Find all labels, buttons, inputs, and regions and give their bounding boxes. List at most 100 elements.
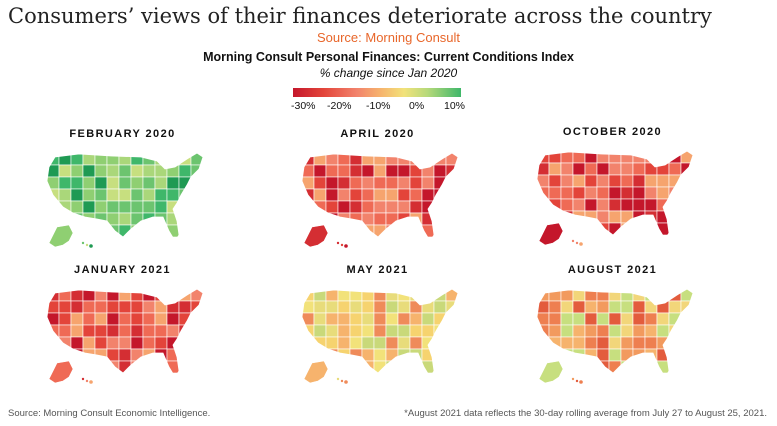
state-region	[178, 312, 192, 326]
state-region	[433, 360, 447, 374]
state-region	[560, 312, 574, 326]
alaska-region	[48, 224, 74, 248]
state-region	[584, 198, 598, 212]
state-region	[421, 300, 435, 314]
state-region	[154, 224, 168, 238]
state-region	[190, 188, 203, 202]
state-region	[361, 200, 375, 214]
state-region	[373, 324, 387, 338]
state-region	[337, 348, 351, 362]
state-region	[680, 222, 693, 236]
state-region	[118, 153, 132, 166]
map-panel: FEBRUARY 2020	[35, 128, 210, 253]
hawaii-island	[85, 243, 89, 247]
state-region	[445, 348, 458, 362]
state-region	[178, 348, 192, 362]
state-region	[385, 360, 399, 374]
hawaii-island	[575, 241, 579, 245]
state-region	[94, 224, 108, 238]
us-choropleth-map	[301, 288, 459, 384]
state-region	[337, 224, 351, 238]
state-region	[142, 224, 156, 238]
state-region	[680, 210, 693, 224]
state-region	[584, 222, 598, 236]
state-region	[82, 212, 96, 226]
state-region	[656, 151, 670, 164]
state-region	[608, 348, 622, 362]
state-region	[572, 174, 586, 188]
state-region	[118, 164, 132, 178]
state-region	[385, 200, 399, 214]
state-region	[560, 348, 574, 362]
state-region	[644, 360, 658, 374]
state-region	[632, 174, 646, 188]
state-region	[644, 222, 658, 236]
state-region	[313, 300, 327, 314]
state-region	[409, 336, 423, 350]
state-region	[154, 176, 168, 190]
state-region	[94, 300, 108, 314]
state-region	[373, 164, 387, 178]
state-region	[302, 176, 315, 190]
state-region	[608, 162, 622, 176]
state-region	[596, 312, 610, 326]
state-region	[397, 336, 411, 350]
state-region	[70, 212, 84, 226]
state-region	[373, 176, 387, 190]
us-choropleth-map	[46, 152, 204, 248]
state-region	[445, 312, 458, 326]
alaska-region	[48, 360, 74, 384]
state-region	[548, 336, 562, 350]
state-region	[361, 360, 375, 374]
us-choropleth-map	[46, 288, 204, 384]
state-region	[166, 153, 180, 166]
legend-tick: -30%	[291, 100, 316, 112]
state-region	[537, 151, 550, 164]
state-region	[47, 200, 60, 214]
hawaii-island	[579, 242, 583, 246]
legend-tick: -20%	[327, 100, 352, 112]
state-region	[560, 198, 574, 212]
state-region	[325, 164, 339, 178]
state-region	[608, 174, 622, 188]
state-region	[668, 348, 682, 362]
state-region	[572, 336, 586, 350]
state-region	[190, 200, 203, 214]
us-choropleth-map	[536, 150, 694, 246]
state-region	[421, 289, 435, 302]
state-region	[644, 312, 658, 326]
state-region	[373, 312, 387, 326]
state-region	[397, 212, 411, 226]
us-outline	[301, 152, 459, 242]
state-region	[421, 153, 435, 166]
state-region	[154, 188, 168, 202]
state-region	[584, 336, 598, 350]
state-region	[47, 289, 60, 302]
state-region	[190, 224, 203, 238]
state-region	[70, 360, 84, 374]
state-region	[47, 153, 60, 166]
state-region	[313, 176, 327, 190]
state-region	[106, 289, 120, 302]
state-region	[620, 289, 634, 302]
headline: Consumers’ views of their finances deter…	[8, 4, 712, 28]
state-region	[608, 151, 622, 164]
state-region	[154, 289, 168, 302]
state-region	[656, 186, 670, 200]
state-region	[409, 348, 423, 362]
state-region	[385, 300, 399, 314]
state-region	[644, 174, 658, 188]
state-region	[632, 222, 646, 236]
state-region	[433, 164, 447, 178]
state-region	[361, 300, 375, 314]
state-region	[118, 188, 132, 202]
hawaii-island	[575, 379, 579, 383]
state-region	[668, 198, 682, 212]
state-region	[385, 348, 399, 362]
state-region	[337, 312, 351, 326]
color-legend: -30% -20% -10% 0% 10%	[291, 88, 465, 114]
state-region	[349, 200, 363, 214]
map-panel: OCTOBER 2020	[525, 126, 700, 251]
state-region	[572, 300, 586, 314]
state-region	[596, 324, 610, 338]
